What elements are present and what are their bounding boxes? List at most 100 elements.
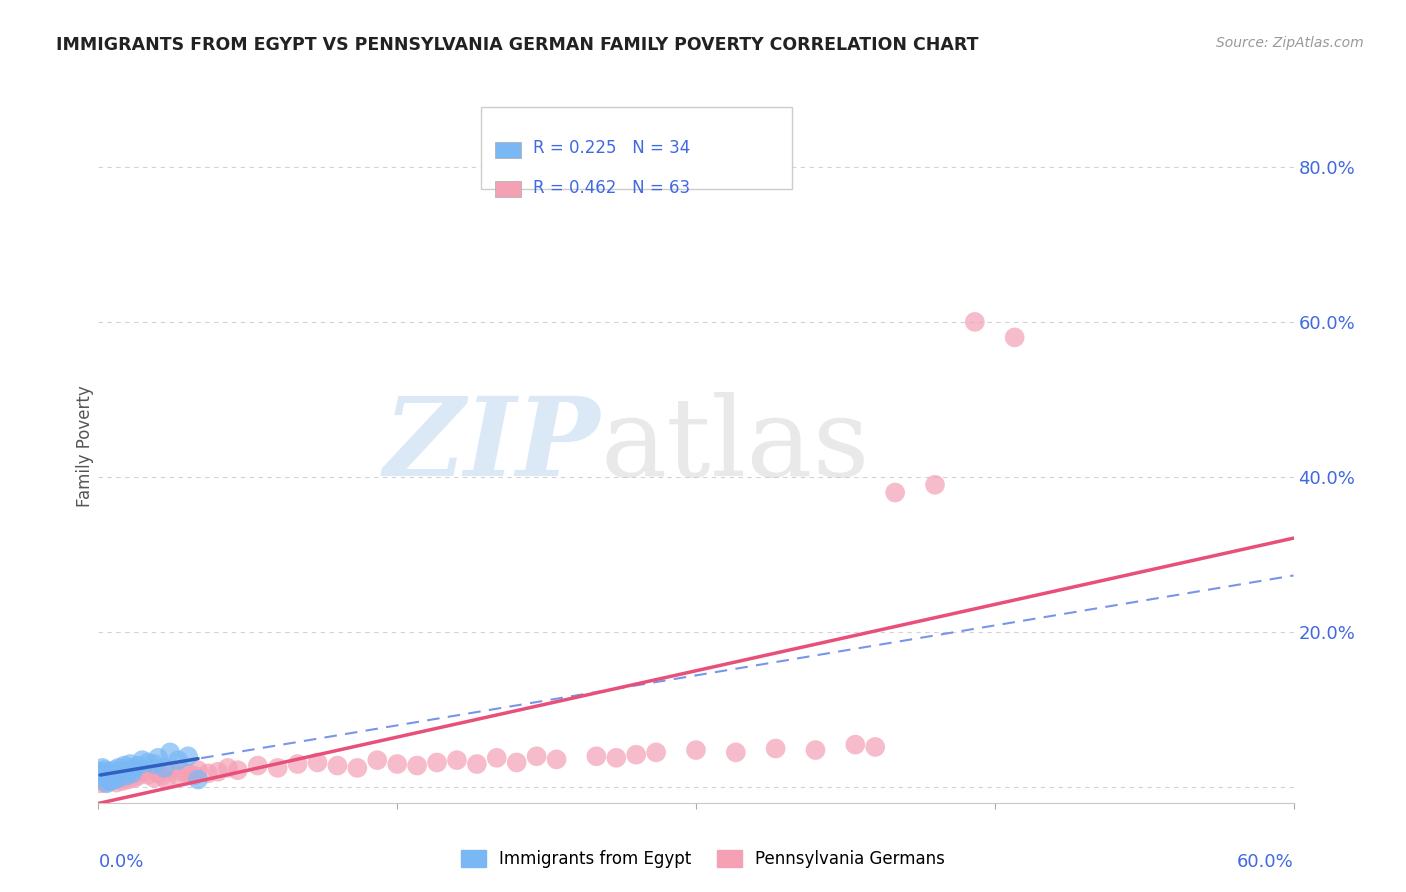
Y-axis label: Family Poverty: Family Poverty [76,385,94,507]
Point [131,764,153,779]
Point [100,764,122,779]
Point [117,772,139,787]
Point [93,772,115,787]
Point [526,749,548,764]
Point [626,747,648,762]
Point [111,764,134,779]
Point [136,756,159,770]
Point [506,756,529,770]
Point [724,745,747,759]
Point [112,769,135,783]
Point [172,764,194,779]
Point [963,315,986,329]
Text: 0.0%: 0.0% [98,854,143,871]
Point [177,749,200,764]
Point [485,751,508,765]
Point [100,774,122,789]
Text: R = 0.225   N = 34: R = 0.225 N = 34 [533,139,690,157]
Point [446,753,468,767]
Point [307,756,329,770]
Point [97,772,120,787]
Point [101,769,124,783]
Point [96,775,118,789]
Point [120,766,142,780]
Point [97,766,120,780]
Point [863,739,887,754]
Point [143,757,166,772]
Text: ZIP: ZIP [384,392,600,500]
Point [89,776,111,790]
Point [91,774,114,789]
Legend: Immigrants from Egypt, Pennsylvania Germans: Immigrants from Egypt, Pennsylvania Germ… [454,843,952,875]
Point [101,769,124,783]
Point [207,764,229,779]
Point [148,766,170,780]
Point [605,751,627,765]
Point [112,758,135,772]
Point [246,758,269,772]
Point [159,763,181,777]
Point [385,757,409,772]
Point [267,761,290,775]
Point [1004,330,1026,344]
Point [765,741,787,756]
Point [136,768,159,782]
Point [150,769,173,783]
Point [107,761,129,775]
Point [96,776,118,790]
Point [91,761,114,775]
Point [148,751,170,765]
Point [844,738,866,752]
Bar [495,142,522,158]
Point [167,769,190,783]
Point [287,757,309,772]
Text: R = 0.462   N = 63: R = 0.462 N = 63 [533,178,690,196]
Point [217,761,239,775]
Point [93,763,115,777]
Point [167,753,190,767]
Point [346,761,368,775]
Point [105,775,128,789]
Text: IMMIGRANTS FROM EGYPT VS PENNSYLVANIA GERMAN FAMILY POVERTY CORRELATION CHART: IMMIGRANTS FROM EGYPT VS PENNSYLVANIA GE… [56,36,979,54]
Point [884,485,907,500]
Point [645,745,668,759]
Point [143,771,166,785]
Point [100,774,122,789]
Point [326,758,349,772]
Point [97,771,120,785]
Point [226,763,249,777]
Bar [495,181,522,197]
Point [585,749,607,764]
Point [685,743,707,757]
Point [111,774,134,789]
Point [177,766,200,780]
Point [120,757,142,772]
Point [546,752,568,766]
Text: Source: ZipAtlas.com: Source: ZipAtlas.com [1216,36,1364,50]
Point [804,743,827,757]
FancyBboxPatch shape [481,107,792,189]
Point [153,761,176,775]
Point [465,757,488,772]
Text: atlas: atlas [600,392,870,500]
Point [127,758,149,772]
Point [155,772,177,787]
Point [105,766,128,780]
Point [103,772,125,787]
Point [127,769,149,783]
Point [159,745,181,759]
Point [107,771,129,785]
Point [91,766,114,780]
Point [406,758,429,772]
Point [103,772,125,787]
Point [124,761,146,775]
Text: 60.0%: 60.0% [1237,854,1294,871]
Point [93,769,115,783]
Point [115,769,138,783]
Point [103,763,125,777]
Point [197,766,219,780]
Point [187,763,209,777]
Point [924,477,946,491]
Point [117,763,139,777]
Point [131,753,153,767]
